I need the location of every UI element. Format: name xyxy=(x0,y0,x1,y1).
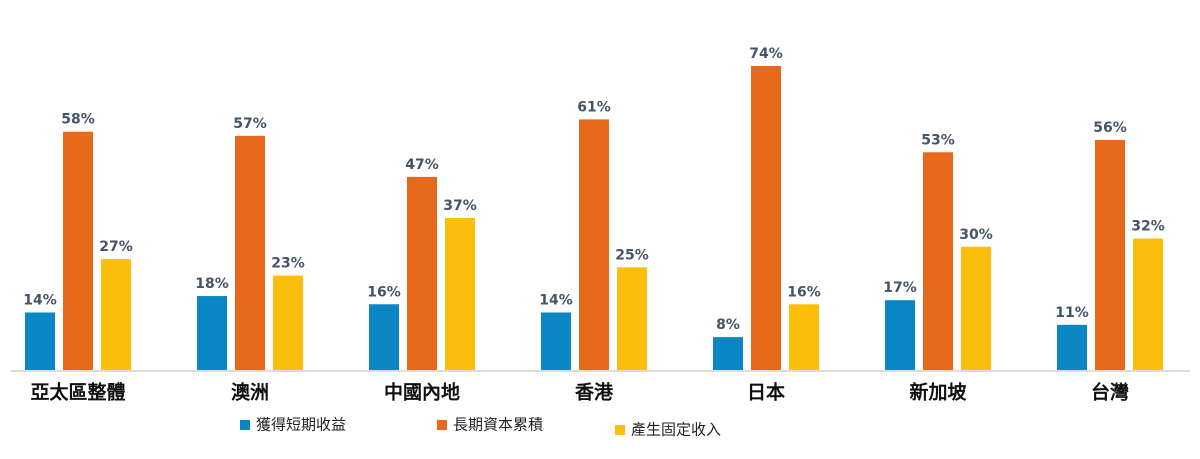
value-label: 30% xyxy=(959,227,993,243)
bar xyxy=(885,300,915,370)
value-label: 27% xyxy=(99,239,133,255)
value-label: 14% xyxy=(23,292,57,308)
bar xyxy=(751,66,781,370)
bar xyxy=(197,296,227,370)
x-tick-label: 香港 xyxy=(574,382,614,404)
value-label: 56% xyxy=(1093,120,1127,136)
bar xyxy=(101,259,131,370)
value-label: 8% xyxy=(716,317,740,333)
value-label: 74% xyxy=(749,46,783,62)
bar xyxy=(713,337,743,370)
value-label: 61% xyxy=(577,99,611,115)
bar xyxy=(1057,324,1087,370)
value-label: 16% xyxy=(367,284,401,300)
legend-label: 產生固定收入 xyxy=(631,421,721,439)
value-label: 16% xyxy=(787,284,821,300)
bar xyxy=(25,312,55,370)
value-label: 32% xyxy=(1131,219,1165,235)
bar xyxy=(617,267,647,370)
bar xyxy=(63,131,93,370)
bar xyxy=(789,304,819,370)
value-label: 25% xyxy=(615,247,649,263)
bar xyxy=(445,218,475,370)
value-label: 53% xyxy=(921,132,955,148)
value-label: 11% xyxy=(1055,305,1089,321)
x-tick-label: 中國內地 xyxy=(384,381,460,404)
value-label: 17% xyxy=(883,280,917,296)
legend-swatch xyxy=(240,420,250,430)
bar xyxy=(1095,139,1125,370)
bar xyxy=(235,135,265,370)
x-tick-label: 台灣 xyxy=(1091,381,1129,404)
value-label: 57% xyxy=(233,116,267,132)
value-label: 47% xyxy=(405,157,439,173)
x-tick-label: 澳洲 xyxy=(231,381,269,404)
value-label: 14% xyxy=(539,292,573,308)
value-label: 37% xyxy=(443,198,477,214)
bar xyxy=(923,152,953,370)
bar xyxy=(1133,238,1163,370)
legend-swatch xyxy=(437,420,447,430)
bar xyxy=(407,176,437,370)
value-label: 23% xyxy=(271,256,305,272)
bar xyxy=(541,312,571,370)
legend-swatch xyxy=(615,425,625,435)
bar xyxy=(273,275,303,370)
legend-label: 長期資本累積 xyxy=(453,416,543,434)
bar xyxy=(579,119,609,371)
bar xyxy=(369,304,399,370)
value-label: 58% xyxy=(61,112,95,128)
bar xyxy=(961,246,991,370)
legend-label: 獲得短期收益 xyxy=(256,416,346,434)
value-label: 18% xyxy=(195,276,229,292)
x-tick-label: 亞太區整體 xyxy=(30,381,125,404)
x-tick-label: 日本 xyxy=(747,381,785,404)
x-tick-label: 新加坡 xyxy=(909,381,967,404)
